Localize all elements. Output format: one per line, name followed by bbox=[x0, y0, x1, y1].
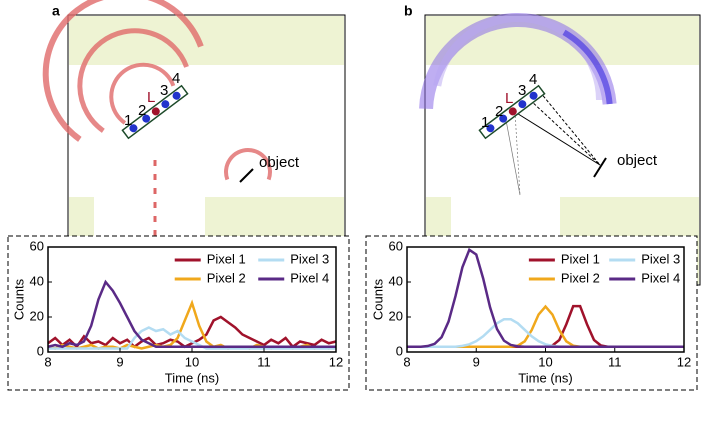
y-tick-label: 60 bbox=[389, 238, 403, 253]
x-tick-label: 12 bbox=[677, 354, 691, 369]
object-label: object bbox=[617, 152, 658, 169]
arc bbox=[433, 14, 604, 101]
x-axis-label: Time (ns) bbox=[165, 370, 219, 385]
panel-label: b bbox=[404, 3, 413, 19]
y-axis-label: Counts bbox=[11, 278, 26, 320]
ray bbox=[529, 99, 601, 166]
x-axis-label: Time (ns) bbox=[518, 370, 572, 385]
x-tick-label: 9 bbox=[473, 354, 480, 369]
y-tick-label: 0 bbox=[396, 343, 403, 358]
legend-label: Pixel 2 bbox=[207, 270, 246, 285]
pixel-label: 1 bbox=[481, 114, 489, 131]
pixel-label: 4 bbox=[529, 71, 537, 88]
pixel-label: 3 bbox=[518, 82, 526, 99]
ray bbox=[505, 119, 521, 196]
pixel bbox=[142, 114, 151, 123]
laser-label: L bbox=[505, 90, 513, 107]
pixel bbox=[486, 124, 495, 133]
y-tick-label: 20 bbox=[30, 308, 44, 323]
laser bbox=[508, 107, 517, 116]
pixel-label: 3 bbox=[160, 82, 168, 99]
x-tick-label: 10 bbox=[538, 354, 552, 369]
pixel bbox=[518, 100, 527, 109]
reconstruction bbox=[419, 13, 617, 110]
pixel bbox=[161, 100, 170, 109]
pixel bbox=[499, 114, 508, 123]
pixel bbox=[129, 124, 138, 133]
legend-label: Pixel 2 bbox=[561, 270, 600, 285]
wavefronts bbox=[42, 0, 272, 181]
series-line bbox=[48, 326, 336, 350]
laser-label: L bbox=[147, 89, 155, 106]
x-tick-label: 12 bbox=[329, 354, 343, 369]
arc bbox=[77, 28, 189, 133]
x-tick-label: 11 bbox=[257, 354, 271, 369]
y-tick-label: 40 bbox=[30, 273, 44, 288]
legend-label: Pixel 3 bbox=[290, 251, 329, 266]
pixel-label: 2 bbox=[138, 102, 146, 119]
pixel bbox=[172, 91, 181, 100]
arc bbox=[562, 29, 613, 105]
y-tick-label: 60 bbox=[30, 238, 44, 253]
plot-area bbox=[407, 247, 684, 352]
arc bbox=[42, 0, 204, 142]
x-tick-label: 8 bbox=[403, 354, 410, 369]
legend-label: Pixel 4 bbox=[290, 270, 329, 285]
object-mark bbox=[593, 157, 607, 178]
ray bbox=[539, 91, 601, 166]
x-tick-label: 9 bbox=[116, 354, 123, 369]
arc bbox=[224, 148, 272, 181]
y-tick-label: 0 bbox=[37, 343, 44, 358]
series-line bbox=[407, 247, 684, 348]
object-mark bbox=[239, 168, 254, 183]
legend-label: Pixel 4 bbox=[641, 270, 680, 285]
ray bbox=[514, 111, 601, 166]
plot-area bbox=[48, 247, 336, 352]
x-tick-label: 10 bbox=[185, 354, 199, 369]
legend-label: Pixel 1 bbox=[561, 251, 600, 266]
x-tick-label: 11 bbox=[608, 354, 622, 369]
legend-label: Pixel 1 bbox=[207, 251, 246, 266]
pixel-label: 1 bbox=[124, 112, 132, 129]
wall bbox=[69, 16, 344, 65]
series-line bbox=[47, 315, 337, 349]
laser bbox=[151, 107, 160, 116]
sensor bbox=[478, 84, 546, 140]
arc bbox=[109, 62, 176, 125]
legend-label: Pixel 3 bbox=[641, 251, 680, 266]
y-tick-label: 40 bbox=[389, 273, 403, 288]
y-axis-label: Counts bbox=[370, 278, 385, 320]
y-tick-label: 20 bbox=[389, 308, 403, 323]
object-label: object bbox=[259, 154, 300, 171]
panel-label: a bbox=[52, 3, 60, 19]
x-tick-label: 8 bbox=[44, 354, 51, 369]
pixel bbox=[529, 91, 538, 100]
series-line bbox=[47, 279, 336, 349]
ray bbox=[514, 111, 521, 196]
sensor bbox=[121, 84, 189, 140]
pixel-label: 2 bbox=[495, 103, 503, 120]
pixel-label: 4 bbox=[172, 70, 180, 87]
